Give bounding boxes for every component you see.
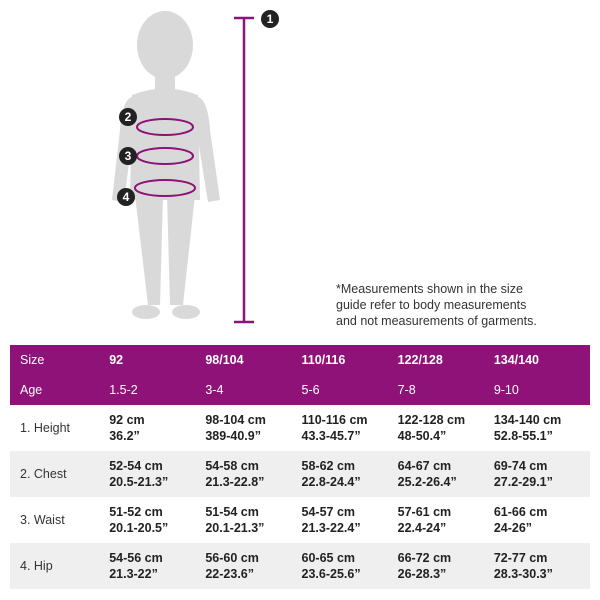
inch-value: 22.8-24.4” xyxy=(301,475,361,489)
measurement-cell: 61-66 cm 24-26” xyxy=(494,497,590,543)
inch-value: 36.2” xyxy=(109,429,140,443)
size-table: Size 92 98/104 110/116 122/128 134/140 A… xyxy=(10,345,590,589)
svg-text:1: 1 xyxy=(267,12,274,26)
inch-value: 24-26” xyxy=(493,521,533,535)
age-label: Age xyxy=(10,375,110,405)
age-header-row: Age 1.5-2 3-4 5-6 7-8 9-10 xyxy=(10,375,590,405)
age-cell: 1.5-2 xyxy=(109,375,206,405)
cm-value: 58-62 cm xyxy=(301,459,356,473)
cm-value: 110-116 cm xyxy=(301,413,368,427)
marker-1: 1 xyxy=(261,10,279,28)
inch-value: 26-28.3” xyxy=(397,567,447,581)
age-cell: 7-8 xyxy=(397,375,494,405)
note-line: and not measurements of garments. xyxy=(336,314,537,328)
cm-value: 92 cm xyxy=(109,413,145,427)
cm-value: 66-72 cm xyxy=(397,551,452,565)
size-cell: 92 xyxy=(109,345,206,375)
child-silhouette xyxy=(112,11,220,319)
age-cell: 9-10 xyxy=(493,375,590,405)
cm-value: 61-66 cm xyxy=(493,505,548,519)
measurement-cell: 66-72 cm 26-28.3” xyxy=(397,543,494,589)
cm-value: 60-65 cm xyxy=(301,551,356,565)
marker-2: 2 xyxy=(119,108,137,126)
size-cell: 98/104 xyxy=(205,345,302,375)
measurement-cell: 54-57 cm 21.3-22.4” xyxy=(302,497,398,543)
row-label: 4. Hip xyxy=(10,543,110,589)
measurement-cell: 56-60 cm 22-23.6” xyxy=(205,543,302,589)
svg-text:2: 2 xyxy=(125,110,132,124)
measurement-cell: 69-74 cm 27.2-29.1” xyxy=(493,451,590,497)
measurement-cell: 58-62 cm 22.8-24.4” xyxy=(301,451,398,497)
svg-text:4: 4 xyxy=(123,190,130,204)
measurement-cell: 92 cm 36.2” xyxy=(109,405,205,451)
inch-value: 25.2-26.4” xyxy=(397,475,457,489)
size-cell: 122/128 xyxy=(397,345,494,375)
inch-value: 27.2-29.1” xyxy=(493,475,553,489)
measurement-note: *Measurements shown in the size guide re… xyxy=(336,281,576,329)
inch-value: 22-23.6” xyxy=(205,567,254,581)
inch-value: 28.3-30.3” xyxy=(493,567,553,581)
measurement-cell: 57-61 cm 22.4-24” xyxy=(398,497,494,543)
cm-value: 98-104 cm xyxy=(205,413,266,427)
measurement-cell: 98-104 cm 389-40.9” xyxy=(205,405,301,451)
cm-value: 69-74 cm xyxy=(493,459,548,473)
height-line xyxy=(234,16,254,324)
inch-value: 20.1-21.3” xyxy=(205,521,265,535)
cm-value: 51-54 cm xyxy=(205,505,259,519)
measurement-cell: 64-67 cm 25.2-26.4” xyxy=(397,451,494,497)
measurement-cell: 54-56 cm 21.3-22” xyxy=(109,543,206,589)
age-cell: 3-4 xyxy=(205,375,302,405)
marker-4: 4 xyxy=(117,188,135,206)
cm-value: 134-140 cm xyxy=(493,413,562,427)
table-row: 2. Chest 52-54 cm 20.5-21.3” 54-58 cm 21.3-2… xyxy=(10,451,590,497)
cm-value: 64-67 cm xyxy=(397,459,452,473)
size-label: Size xyxy=(10,345,110,375)
cm-value: 52-54 cm xyxy=(109,459,163,473)
size-cell: 110/116 xyxy=(301,345,398,375)
row-label: 1. Height xyxy=(20,421,71,435)
measurement-cell: 72-77 cm 28.3-30.3” xyxy=(493,543,590,589)
cm-value: 122-128 cm xyxy=(397,413,466,427)
cm-value: 54-56 cm xyxy=(109,551,163,565)
inch-value: 20.1-20.5” xyxy=(109,521,169,535)
note-line: *Measurements shown in the size xyxy=(336,282,523,296)
cm-value: 54-57 cm xyxy=(301,505,356,519)
row-label: 2. Chest xyxy=(10,451,110,497)
table-row: 3. Waist 51-52 cm 20.1-20.5” 51-54 cm 20.1-2… xyxy=(10,497,590,543)
inch-value: 52.8-55.1” xyxy=(493,429,553,443)
svg-text:3: 3 xyxy=(125,149,132,163)
table-row: 4. Hip 54-56 cm 21.3-22” 56-60 cm 22-23.6” 60… xyxy=(10,543,590,589)
measurement-cell: 134-140 cm 52.8-55.1” xyxy=(494,405,590,451)
measurement-cell: 51-54 cm 20.1-21.3” xyxy=(205,497,301,543)
table-row: 1. Height 92 cm 36.2” 98-104 cm 389-40.9” 110… xyxy=(10,405,590,451)
measurement-cell: 110-116 cm 43.3-45.7” xyxy=(302,405,398,451)
marker-3: 3 xyxy=(119,147,137,165)
inch-value: 21.3-22.8” xyxy=(205,475,265,489)
inch-value: 20.5-21.3” xyxy=(109,475,169,489)
inch-value: 23.6-25.6” xyxy=(301,567,361,581)
note-line: guide refer to body measurements xyxy=(336,298,527,312)
measurement-cell: 51-52 cm 20.1-20.5” xyxy=(109,497,205,543)
cm-value: 56-60 cm xyxy=(205,551,259,565)
measurement-cell: 122-128 cm 48-50.4” xyxy=(398,405,494,451)
inch-value: 389-40.9” xyxy=(205,429,261,443)
age-cell: 5-6 xyxy=(301,375,398,405)
inch-value: 43.3-45.7” xyxy=(301,429,361,443)
inch-value: 22.4-24” xyxy=(397,521,447,535)
cm-value: 51-52 cm xyxy=(109,505,163,519)
measurement-cell: 52-54 cm 20.5-21.3” xyxy=(109,451,206,497)
cm-value: 72-77 cm xyxy=(493,551,548,565)
inch-value: 48-50.4” xyxy=(397,429,447,443)
measurement-cell: 60-65 cm 23.6-25.6” xyxy=(301,543,398,589)
size-cell: 134/140 xyxy=(493,345,590,375)
measurement-cell: 54-58 cm 21.3-22.8” xyxy=(205,451,302,497)
inch-value: 21.3-22.4” xyxy=(301,521,361,535)
measurement-figure: 1 2 3 4 xyxy=(112,10,279,324)
inch-value: 21.3-22” xyxy=(109,567,158,581)
row-label: 3. Waist xyxy=(20,513,65,527)
size-header-row: Size 92 98/104 110/116 122/128 134/140 xyxy=(10,345,590,375)
cm-value: 57-61 cm xyxy=(397,505,452,519)
cm-value: 54-58 cm xyxy=(205,459,259,473)
